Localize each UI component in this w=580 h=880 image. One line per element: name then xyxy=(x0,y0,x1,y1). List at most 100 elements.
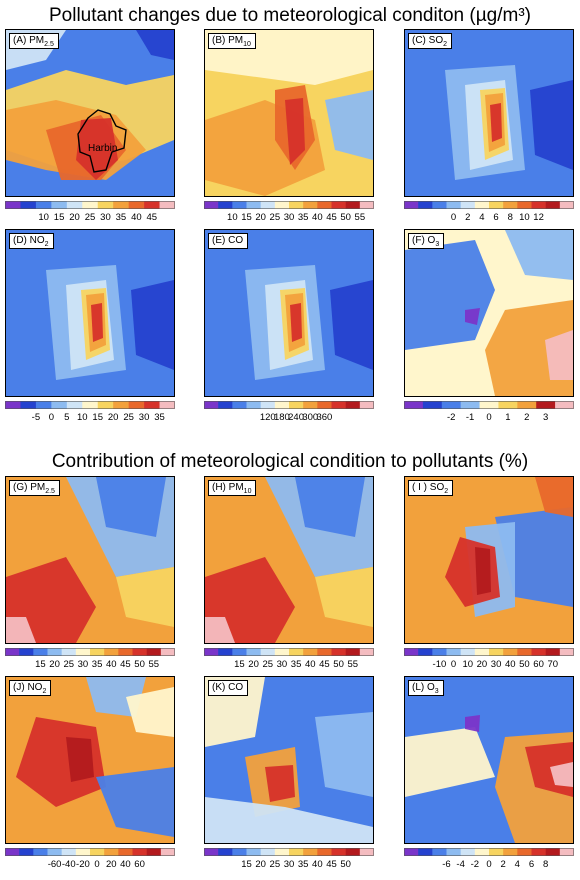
colorbar-j-swatch-12 xyxy=(160,848,175,856)
panel-a-contour-6 xyxy=(136,30,174,60)
colorbar-l-tick-8: 8 xyxy=(543,859,549,870)
colorbar-h-tick-3: 25 xyxy=(262,659,274,670)
colorbar-e-tick-2: 180 xyxy=(273,412,290,423)
colorbar-g-tick-9: 55 xyxy=(148,659,160,670)
panel-h-label-text: (H) PM xyxy=(212,482,244,493)
panel-f-contour-1 xyxy=(405,240,495,350)
colorbar-a-swatch-7 xyxy=(97,201,114,209)
panel-k-field xyxy=(205,677,373,843)
colorbar-i-tick-1: -10 xyxy=(432,659,447,670)
colorbar-f-swatch-9 xyxy=(555,401,574,409)
colorbar-g-swatch-7 xyxy=(90,648,105,656)
colorbar-i-scale xyxy=(404,648,574,656)
panel-j-contour-5 xyxy=(126,687,174,737)
colorbar-f-swatch-5 xyxy=(479,401,499,409)
colorbar-f-swatch-2 xyxy=(422,401,443,409)
panel-j-label-subscript: 2 xyxy=(42,688,47,695)
panel-g-label-text: (G) PM xyxy=(13,482,46,493)
colorbar-e-swatch-8 xyxy=(303,401,318,409)
title-pollutant-changes: Pollutant changes due to meteorological … xyxy=(49,5,531,26)
colorbar-a-tick-4: 25 xyxy=(84,212,96,223)
panel-b-contour-5 xyxy=(285,98,305,165)
colorbar-e-swatch-9 xyxy=(317,401,332,409)
harbin-label: Harbin xyxy=(88,143,117,154)
panel-g-label: (G) PM2.5 xyxy=(9,480,60,496)
colorbar-k-swatch-7 xyxy=(289,848,304,856)
colorbar-e-tick-5: 360 xyxy=(316,412,333,423)
colorbar-h-tick-8: 50 xyxy=(333,659,344,670)
panel-j-label: (J) NO2 xyxy=(9,680,52,696)
colorbar-i-tick-3: 10 xyxy=(462,659,474,670)
panel-j-field xyxy=(16,677,174,837)
colorbar-e-swatch-12 xyxy=(359,401,374,409)
panel-b-field xyxy=(205,30,373,196)
colorbar-c-tick-7: 12 xyxy=(533,212,544,223)
panel-f-contour-5 xyxy=(465,308,480,325)
colorbar-d-swatch-10 xyxy=(144,401,160,409)
colorbar-k-tick-3: 25 xyxy=(269,859,281,870)
panel-k-contour-5 xyxy=(205,797,373,843)
colorbar-l-swatch-5 xyxy=(460,848,476,856)
colorbar-c-tick-4: 6 xyxy=(493,212,499,223)
colorbar-j-tick-6: 40 xyxy=(120,859,131,870)
colorbar-k-tick-2: 20 xyxy=(255,859,266,870)
colorbar-k-swatch-11 xyxy=(345,848,361,856)
panel-l-field xyxy=(405,715,573,843)
colorbar-k-swatch-3 xyxy=(232,848,247,856)
colorbar-b-swatch-2 xyxy=(218,201,233,209)
panel-b-label-subscript: 10 xyxy=(243,41,251,48)
colorbar-k-swatch-2 xyxy=(218,848,233,856)
colorbar-l-swatch-10 xyxy=(531,848,546,856)
panel-i-label-subscript: 2 xyxy=(444,488,449,495)
colorbar-e-swatch-7 xyxy=(289,401,304,409)
colorbar-k-swatch-10 xyxy=(331,848,346,856)
colorbar-l-swatch-1 xyxy=(404,848,419,856)
colorbar-g-swatch-4 xyxy=(47,648,62,656)
colorbar-j-swatch-9 xyxy=(118,848,133,856)
panel-h-contour-3 xyxy=(205,557,295,643)
panel-b-map: (B) PM10 xyxy=(204,29,374,197)
colorbar-b-swatch-9 xyxy=(317,201,332,209)
panel-k-contour-3 xyxy=(265,765,295,802)
colorbar-f-swatch-6 xyxy=(498,401,518,409)
colorbar-i-tick-8: 60 xyxy=(533,659,544,670)
colorbar-l: -6 -4 -2 0 2 4 6 8 xyxy=(404,848,574,870)
colorbar-g-tick-7: 45 xyxy=(120,659,131,670)
colorbar-j-swatch-3 xyxy=(33,848,48,856)
colorbar-h-swatch-2 xyxy=(218,648,233,656)
colorbar-h-swatch-10 xyxy=(331,648,346,656)
panel-h-label-subscript: 10 xyxy=(243,488,252,495)
colorbar-e-scale xyxy=(204,401,374,409)
panel-g-contour-3 xyxy=(6,557,96,643)
colorbar-b-tick-10: 55 xyxy=(354,212,366,223)
colorbar-d-tick-2: 0 xyxy=(48,412,55,423)
colorbar-a-tick-5: 30 xyxy=(100,212,111,223)
panel-d-field xyxy=(46,265,174,380)
panel-i-contour-3 xyxy=(445,537,500,607)
colorbar-b-scale xyxy=(204,201,374,209)
colorbar-e-swatch-11 xyxy=(345,401,361,409)
colorbar-d-swatch-5 xyxy=(66,401,83,409)
colorbar-g-swatch-2 xyxy=(19,648,34,656)
panel-g-contour-4 xyxy=(6,617,36,643)
panel-d-contour-6 xyxy=(91,303,103,342)
panel-h-contour-5 xyxy=(315,567,373,627)
colorbar-b-swatch-3 xyxy=(232,201,247,209)
colorbar-b-tick-2: 15 xyxy=(241,212,252,223)
colorbar-l-swatch-12 xyxy=(559,848,574,856)
panel-a-map: Harbin (A) PM2.5 xyxy=(5,29,175,197)
colorbar-b-tick-6: 35 xyxy=(297,212,309,223)
colorbar-h-tick-5: 35 xyxy=(290,659,302,670)
colorbar-b-tick-9: 50 xyxy=(340,212,351,223)
colorbar-h-tick-2: 20 xyxy=(248,659,259,670)
panel-a-field: Harbin xyxy=(6,30,174,180)
colorbar-e-tick-1: 120 xyxy=(259,412,276,423)
colorbar-g-swatch-5 xyxy=(61,648,77,656)
colorbar-k-swatch-9 xyxy=(317,848,332,856)
colorbar-l-tick-1: -6 xyxy=(442,859,451,870)
colorbar-g-tick-5: 35 xyxy=(91,659,103,670)
colorbar-b-swatch-4 xyxy=(246,201,261,209)
colorbar-e-swatch-4 xyxy=(246,401,261,409)
colorbar-a-tick-7: 40 xyxy=(131,212,142,223)
colorbar-f-tick-6: 3 xyxy=(543,412,549,423)
